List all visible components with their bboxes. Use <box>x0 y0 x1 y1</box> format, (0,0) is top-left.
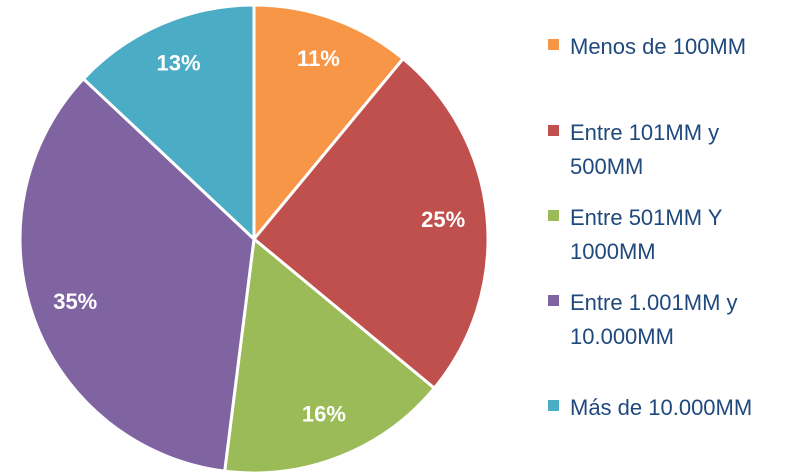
legend: Menos de 100MM Entre 101MM y 500MM Entre 5… <box>548 0 802 474</box>
legend-label: Menos de 100MM <box>570 34 747 59</box>
data-label: 11% <box>297 46 340 71</box>
legend-item: Entre 1.001MM y 10.000MM <box>548 286 775 354</box>
legend-swatch <box>548 295 559 306</box>
legend-swatch <box>548 210 559 221</box>
legend-label: Entre 501MM Y 1000MM <box>570 205 723 264</box>
legend-item: Entre 501MM Y 1000MM <box>548 201 775 269</box>
legend-swatch <box>548 125 559 136</box>
legend-label: Más de 10.000MM <box>570 395 753 420</box>
legend-item: Menos de 100MM <box>548 30 775 64</box>
legend-label: Entre 1.001MM y 10.000MM <box>570 290 738 349</box>
legend-swatch <box>548 39 559 50</box>
legend-item: Más de 10.000MM <box>548 391 775 425</box>
legend-swatch <box>548 400 559 411</box>
data-label: 16% <box>302 401 346 426</box>
pie-slice <box>81 3 256 243</box>
pie-slice <box>18 76 256 473</box>
data-label: 13% <box>157 50 201 75</box>
pie-slice <box>252 3 406 244</box>
data-label: 35% <box>53 289 97 314</box>
pie-slice <box>222 236 437 474</box>
legend-item: Entre 101MM y 500MM <box>548 116 775 184</box>
chart: 11% 25% 16% 35% 13% <box>18 3 490 474</box>
data-label: 25% <box>421 207 465 232</box>
legend-label: Entre 101MM y 500MM <box>570 120 720 179</box>
pie-slice <box>251 56 490 391</box>
